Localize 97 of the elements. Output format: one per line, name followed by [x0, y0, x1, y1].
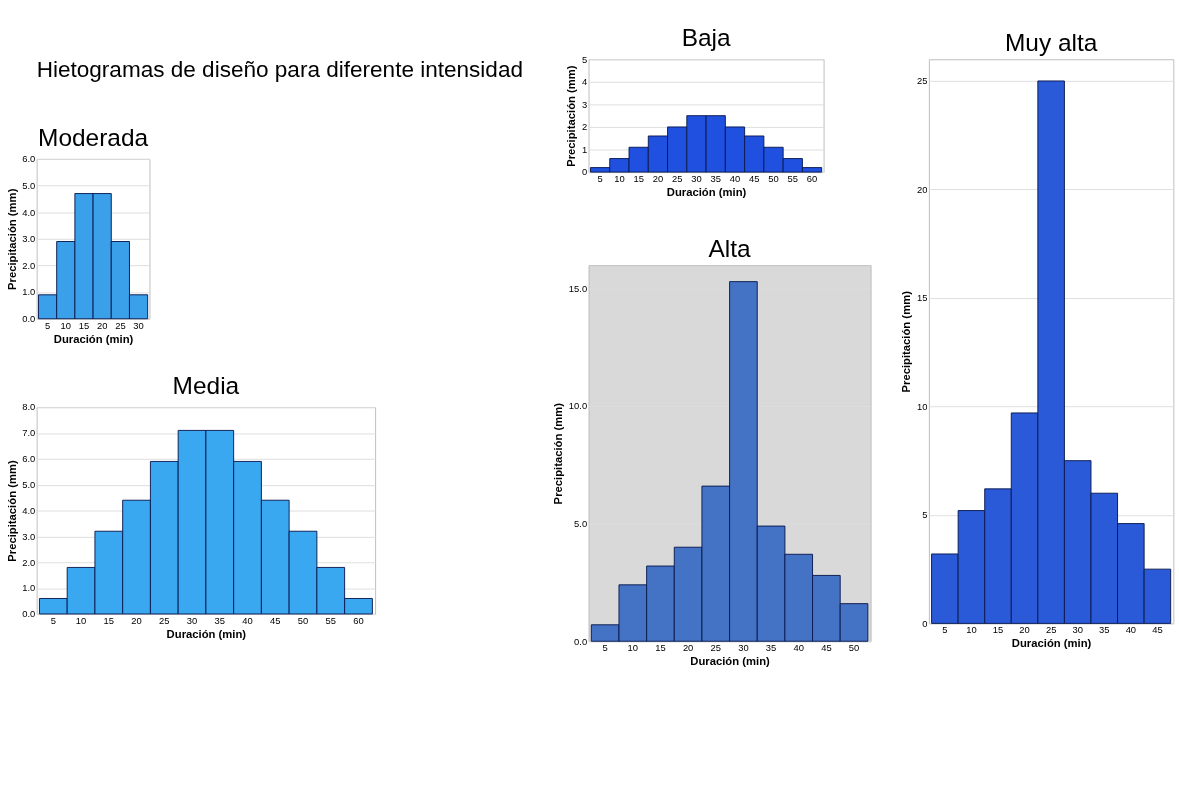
x-tick-label: 20 [1019, 624, 1030, 636]
x-tick-label: 55 [787, 172, 799, 184]
x-tick-label: 40 [242, 614, 253, 626]
y-axis-title: Precipitación (mm) [565, 65, 578, 167]
chart-title: Alta [708, 234, 752, 262]
x-tick-label: 40 [793, 642, 804, 654]
x-axis-title: Duración (min) [166, 627, 247, 640]
x-tick-label: 30 [186, 614, 198, 626]
x-tick-label: 25 [159, 614, 170, 626]
x-tick-label: 25 [710, 642, 721, 654]
y-tick-label: 3 [581, 98, 588, 110]
x-tick-label: 15 [633, 172, 644, 184]
x-tick-label: 5 [50, 614, 56, 626]
x-tick-label: 10 [75, 614, 87, 626]
x-tick-label: 15 [78, 319, 90, 331]
x-tick-label: 20 [652, 172, 664, 184]
x-tick-label: 5 [602, 642, 608, 654]
y-tick-label: 20 [917, 183, 928, 195]
y-tick-label: 0.0 [574, 635, 588, 647]
x-axis-title: Duración (min) [690, 655, 771, 668]
x-tick-label: 15 [992, 624, 1004, 636]
x-tick-label: 50 [768, 172, 779, 184]
x-tick-label: 25 [671, 172, 683, 184]
x-tick-label: 20 [96, 319, 108, 331]
y-tick-label: 2 [581, 121, 588, 133]
y-tick-label: 0 [922, 617, 928, 629]
y-tick-label: 5 [922, 509, 928, 521]
text: Hietogramas de diseño para diferente intensidad [36, 57, 523, 83]
y-tick-label: 0 [581, 166, 588, 178]
x-tick-label: 10 [966, 624, 977, 636]
x-tick-label: 45 [749, 172, 760, 184]
y-tick-label: 7.0 [22, 427, 36, 439]
x-tick-label: 45 [1152, 624, 1163, 636]
y-tick-label: 6.0 [22, 453, 36, 465]
x-tick-label: 45 [821, 642, 832, 654]
chart-title: Baja [681, 24, 731, 52]
y-axis-title: Precipitación (mm) [5, 460, 18, 562]
x-tick-label: 35 [214, 614, 225, 626]
y-axis-title: Precipitación (mm) [900, 290, 913, 393]
x-tick-label: 40 [729, 172, 741, 184]
x-tick-label: 40 [1125, 624, 1137, 636]
x-tick-label: 25 [1045, 624, 1057, 636]
x-tick-label: 55 [325, 614, 336, 626]
y-tick-label: 4.0 [22, 206, 36, 218]
y-tick-label: 8.0 [22, 401, 36, 413]
x-tick-label: 10 [627, 642, 639, 654]
x-tick-label: 15 [103, 614, 115, 626]
y-tick-label: 10 [917, 400, 928, 412]
y-tick-label: 5.0 [574, 518, 588, 530]
x-tick-label: 45 [270, 614, 281, 626]
y-tick-label: 4 [581, 76, 588, 88]
y-tick-label: 5.0 [22, 479, 36, 490]
chart-title: Moderada [38, 123, 149, 151]
x-tick-label: 50 [297, 614, 309, 626]
x-axis-title: Duración (min) [53, 332, 134, 345]
x-tick-label: 50 [848, 642, 860, 654]
x-tick-label: 15 [655, 642, 666, 654]
y-tick-label: 25 [917, 75, 928, 87]
x-tick-label: 35 [1099, 624, 1110, 636]
y-tick-label: 0.0 [22, 608, 36, 620]
y-tick-label: 15.0 [568, 282, 588, 294]
y-tick-label: 3.0 [22, 530, 36, 542]
x-tick-label: 30 [133, 319, 144, 331]
x-tick-label: 35 [710, 172, 721, 184]
chart-title: Media [172, 371, 240, 399]
x-tick-label: 30 [691, 172, 702, 184]
x-axis-title: Duración (min) [666, 186, 747, 199]
x-tick-label: 35 [765, 642, 777, 654]
y-tick-label: 1.0 [22, 286, 36, 298]
y-axis-title: Precipitación (mm) [5, 188, 18, 291]
x-tick-label: 30 [1072, 624, 1083, 636]
y-tick-label: 5 [581, 53, 588, 65]
x-tick-label: 10 [60, 319, 72, 331]
y-tick-label: 2.0 [22, 259, 36, 271]
chart-title: Muy alta [1004, 28, 1098, 56]
x-tick-label: 5 [942, 624, 948, 636]
x-axis-title: Duración (min) [1011, 637, 1092, 650]
x-tick-label: 30 [738, 642, 749, 654]
y-tick-label: 1 [581, 143, 588, 155]
y-tick-label: 5.0 [22, 179, 36, 191]
x-tick-label: 10 [614, 172, 625, 184]
y-tick-label: 1.0 [22, 582, 36, 594]
x-tick-label: 20 [682, 642, 694, 654]
x-tick-label: 60 [353, 614, 364, 626]
y-tick-label: 2.0 [22, 556, 36, 568]
x-tick-label: 25 [115, 319, 126, 331]
x-tick-label: 20 [131, 614, 142, 626]
y-tick-label: 6.0 [22, 153, 36, 165]
x-tick-label: 60 [806, 172, 818, 184]
y-tick-label: 15 [917, 292, 928, 304]
x-tick-label: 5 [44, 319, 51, 331]
y-axis-title: Precipitación (mm) [552, 402, 565, 505]
y-tick-label: 4.0 [22, 504, 36, 516]
x-tick-label: 5 [597, 172, 603, 184]
y-tick-label: 0.0 [22, 313, 36, 325]
y-tick-label: 10.0 [568, 400, 588, 412]
y-tick-label: 3.0 [22, 233, 36, 245]
